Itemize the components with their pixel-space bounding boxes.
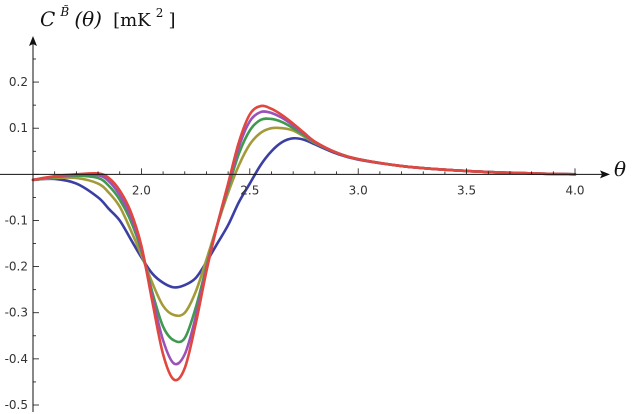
x-tick-label: 2.0: [132, 183, 151, 197]
series-line-1: [31, 136, 577, 289]
y-axis-title-superscript: B̃: [59, 4, 69, 19]
y-axis-title-units-open: [mK: [113, 10, 151, 31]
series-line-3: [31, 117, 577, 344]
axes-layer: 2.0 2.5 3.0 3.5 4.0 0.2 0.1 -0.1 -0.2 -0.3 -0.4 -0.…: [0, 36, 610, 412]
y-axis-title-base: C: [40, 7, 55, 31]
series-line-2: [31, 126, 577, 318]
y-tick-label: -0.2: [5, 260, 28, 274]
y-axis-arrow: [29, 36, 37, 46]
y-axis-title-argument: (θ): [74, 7, 102, 31]
series-line-5: [31, 104, 577, 382]
x-tick-label: 4.0: [565, 183, 584, 197]
x-axis-arrow: [600, 170, 610, 179]
series-line-4: [31, 110, 577, 366]
y-tick-label: -0.1: [5, 213, 28, 227]
y-tick-label: -0.3: [5, 306, 28, 320]
x-axis-title: θ: [614, 157, 626, 181]
y-axis-title-units-exponent: 2: [156, 6, 164, 20]
x-tick-label: 3.0: [349, 183, 368, 197]
y-tick-label: 0.2: [9, 75, 28, 89]
y-tick-label: -0.4: [5, 352, 28, 366]
y-tick-label: -0.5: [5, 398, 28, 412]
y-axis-title: C B̃ (θ) [mK 2 ]: [40, 1, 175, 31]
x-tick-label: 2.5: [240, 183, 259, 197]
y-axis-title-units-close: ]: [168, 10, 175, 31]
x-tick-label: 3.5: [457, 183, 476, 197]
series-layer: [31, 104, 577, 382]
y-tick-label: 0.1: [9, 121, 28, 135]
